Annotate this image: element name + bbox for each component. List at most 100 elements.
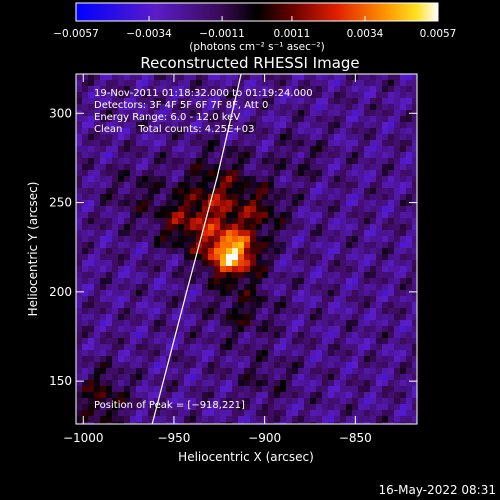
heatmap-pixel	[334, 140, 341, 147]
heatmap-pixel	[214, 146, 221, 153]
heatmap-pixel	[154, 374, 161, 381]
heatmap-pixel	[322, 290, 329, 297]
heatmap-pixel	[172, 194, 179, 201]
heatmap-pixel	[286, 302, 293, 309]
heatmap-pixel	[316, 278, 323, 285]
heatmap-pixel	[118, 368, 125, 375]
heatmap-pixel	[280, 218, 287, 225]
heatmap-pixel	[184, 164, 191, 171]
heatmap-pixel	[166, 98, 173, 105]
heatmap-pixel	[172, 308, 179, 315]
heatmap-pixel	[334, 122, 341, 129]
heatmap-pixel	[232, 140, 239, 147]
heatmap-pixel	[304, 206, 311, 213]
heatmap-pixel	[100, 176, 107, 183]
heatmap-pixel	[328, 278, 335, 285]
heatmap-pixel	[142, 206, 149, 213]
heatmap-pixel	[346, 122, 353, 129]
heatmap-pixel	[142, 122, 149, 129]
heatmap-pixel	[142, 296, 149, 303]
heatmap-pixel	[172, 410, 179, 417]
heatmap-pixel	[388, 392, 395, 399]
heatmap-pixel	[274, 272, 281, 279]
heatmap-pixel	[382, 368, 389, 375]
heatmap-pixel	[268, 290, 275, 297]
heatmap-pixel	[376, 260, 383, 267]
heatmap-pixel	[88, 374, 95, 381]
heatmap-pixel	[196, 380, 203, 387]
heatmap-pixel	[376, 98, 383, 105]
heatmap-pixel	[340, 398, 347, 405]
heatmap-pixel	[328, 140, 335, 147]
heatmap-pixel	[370, 200, 377, 207]
heatmap-pixel	[130, 140, 137, 147]
heatmap-pixel	[304, 212, 311, 219]
heatmap-pixel	[226, 302, 233, 309]
heatmap-pixel	[202, 296, 209, 303]
heatmap-pixel	[358, 296, 365, 303]
heatmap-pixel	[406, 260, 413, 267]
heatmap-pixel	[244, 104, 251, 111]
heatmap-pixel	[220, 80, 227, 87]
heatmap-pixel	[262, 398, 269, 405]
heatmap-pixel	[172, 302, 179, 309]
heatmap-pixel	[340, 164, 347, 171]
heatmap-pixel	[358, 356, 365, 363]
heatmap-pixel	[220, 212, 227, 219]
heatmap-pixel	[214, 272, 221, 279]
heatmap-pixel	[268, 128, 275, 135]
heatmap-pixel	[412, 158, 417, 165]
heatmap-pixel	[310, 206, 317, 213]
heatmap-pixel	[88, 416, 95, 423]
heatmap-pixel	[184, 332, 191, 339]
heatmap-pixel	[388, 278, 395, 285]
heatmap-pixel	[148, 86, 155, 93]
heatmap-pixel	[394, 242, 401, 249]
heatmap-pixel	[226, 308, 233, 315]
heatmap-pixel	[268, 392, 275, 399]
heatmap-pixel	[250, 206, 257, 213]
heatmap-pixel	[370, 182, 377, 189]
heatmap-pixel	[286, 326, 293, 333]
heatmap-pixel	[142, 200, 149, 207]
heatmap-pixel	[124, 74, 131, 81]
heatmap-pixel	[352, 284, 359, 291]
heatmap-pixel	[112, 242, 119, 249]
heatmap-pixel	[136, 422, 143, 424]
heatmap-pixel	[184, 416, 191, 423]
heatmap-pixel	[190, 86, 197, 93]
heatmap-pixel	[94, 236, 101, 243]
heatmap-pixel	[124, 170, 131, 177]
heatmap-pixel	[130, 416, 137, 423]
heatmap-pixel	[304, 152, 311, 159]
heatmap-pixel	[88, 278, 95, 285]
heatmap-pixel	[352, 278, 359, 285]
heatmap-pixel	[316, 200, 323, 207]
heatmap-pixel	[304, 326, 311, 333]
heatmap-pixel	[208, 362, 215, 369]
heatmap-pixel	[130, 404, 137, 411]
heatmap-pixel	[268, 242, 275, 249]
heatmap-pixel	[238, 188, 245, 195]
heatmap-pixel	[226, 242, 233, 249]
heatmap-pixel	[118, 290, 125, 297]
heatmap-pixel	[232, 278, 239, 285]
heatmap-pixel	[142, 398, 149, 405]
heatmap-pixel	[298, 92, 305, 99]
heatmap-pixel	[214, 86, 221, 93]
heatmap-pixel	[214, 164, 221, 171]
heatmap-pixel	[226, 164, 233, 171]
heatmap-pixel	[100, 218, 107, 225]
heatmap-pixel	[172, 290, 179, 297]
heatmap-pixel	[400, 242, 407, 249]
heatmap-pixel	[154, 236, 161, 243]
heatmap-pixel	[394, 152, 401, 159]
heatmap-pixel	[298, 164, 305, 171]
heatmap-pixel	[286, 176, 293, 183]
heatmap-pixel	[100, 302, 107, 309]
heatmap-pixel	[406, 188, 413, 195]
heatmap-pixel	[268, 314, 275, 321]
heatmap-pixel	[208, 350, 215, 357]
heatmap-pixel	[226, 200, 233, 207]
heatmap-pixel	[148, 230, 155, 237]
